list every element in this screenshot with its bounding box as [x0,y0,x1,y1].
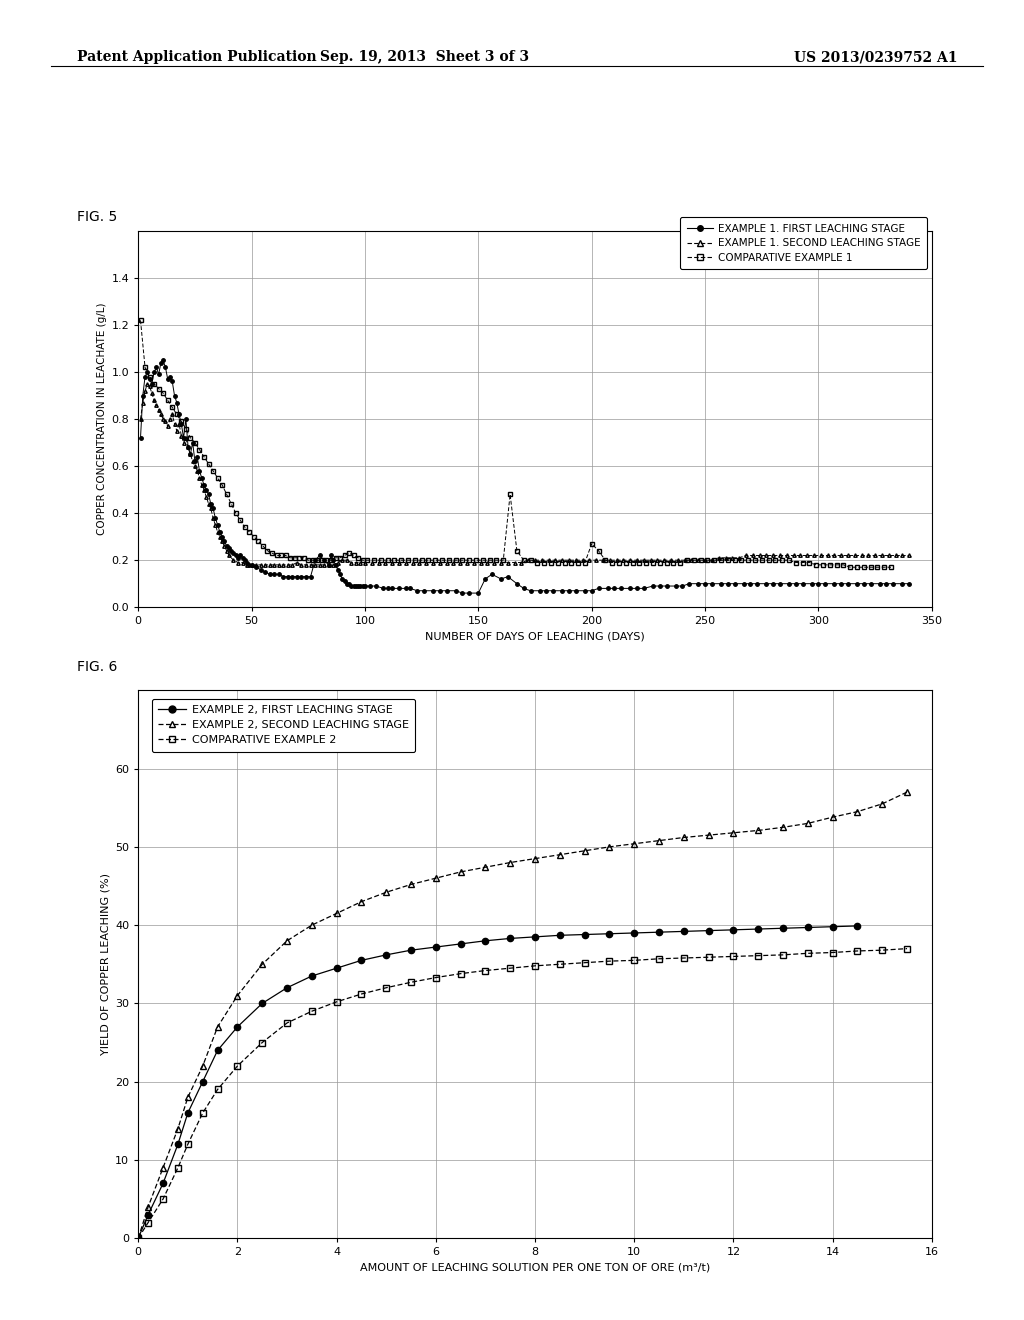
Text: Sep. 19, 2013  Sheet 3 of 3: Sep. 19, 2013 Sheet 3 of 3 [321,50,529,65]
Text: US 2013/0239752 A1: US 2013/0239752 A1 [794,50,957,65]
Legend: EXAMPLE 2, FIRST LEACHING STAGE, EXAMPLE 2, SECOND LEACHING STAGE, COMPARATIVE E: EXAMPLE 2, FIRST LEACHING STAGE, EXAMPLE… [152,698,416,752]
X-axis label: NUMBER OF DAYS OF LEACHING (DAYS): NUMBER OF DAYS OF LEACHING (DAYS) [425,632,645,642]
X-axis label: AMOUNT OF LEACHING SOLUTION PER ONE TON OF ORE (m³/t): AMOUNT OF LEACHING SOLUTION PER ONE TON … [359,1263,711,1272]
Text: FIG. 6: FIG. 6 [77,660,117,675]
Legend: EXAMPLE 1. FIRST LEACHING STAGE, EXAMPLE 1. SECOND LEACHING STAGE, COMPARATIVE E: EXAMPLE 1. FIRST LEACHING STAGE, EXAMPLE… [680,218,927,269]
Y-axis label: YIELD OF COPPER LEACHING (%): YIELD OF COPPER LEACHING (%) [101,874,111,1055]
Text: FIG. 5: FIG. 5 [77,210,117,224]
Text: Patent Application Publication: Patent Application Publication [77,50,316,65]
Y-axis label: COPPER CONCENTRATION IN LEACHATE (g/L): COPPER CONCENTRATION IN LEACHATE (g/L) [97,302,108,536]
